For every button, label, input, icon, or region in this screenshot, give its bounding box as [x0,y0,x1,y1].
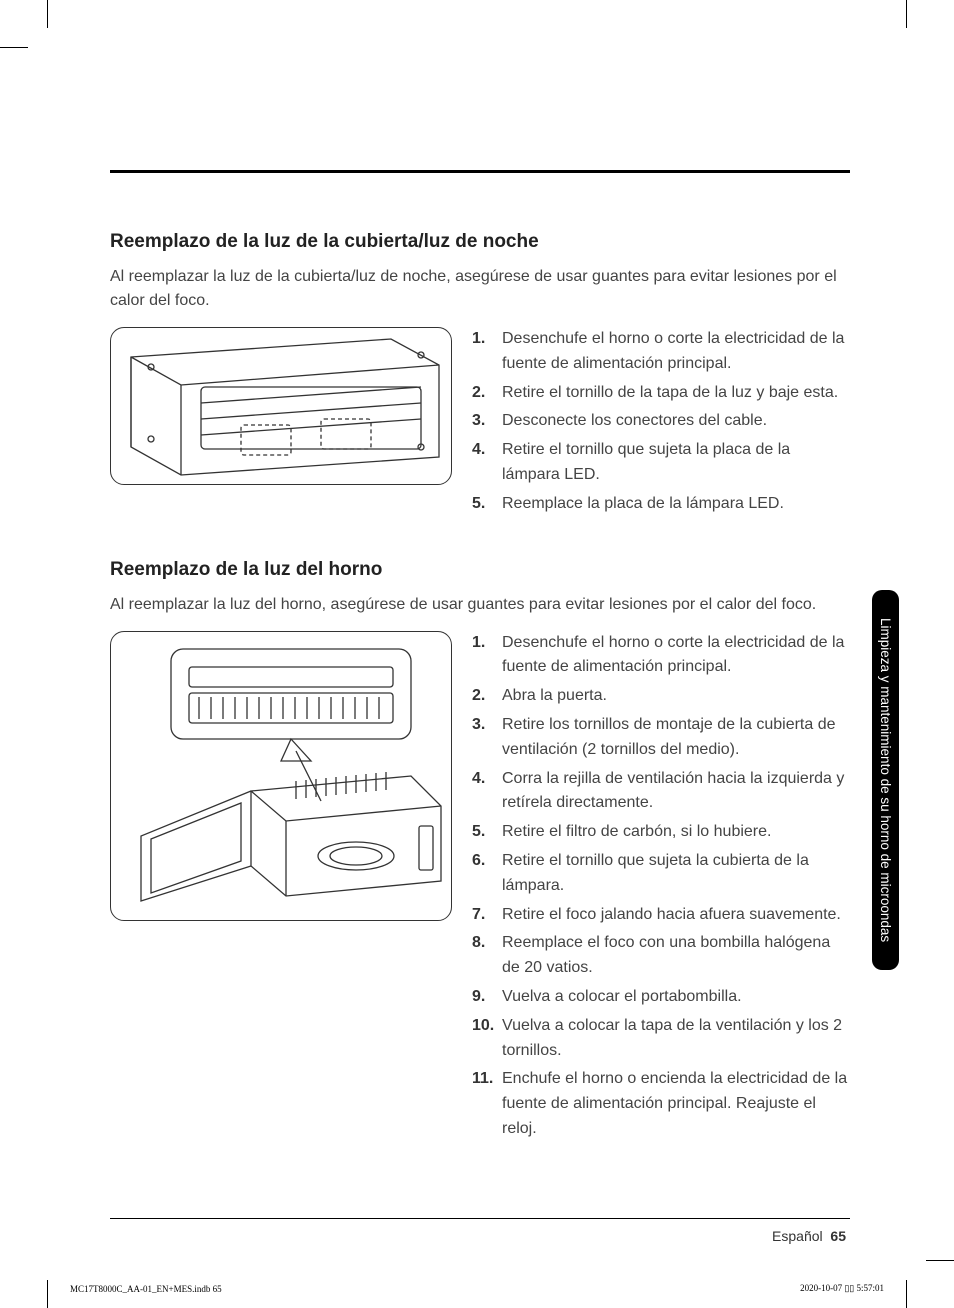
step-text: Vuelva a colocar el portabombilla. [502,985,850,1010]
step-text: Abra la puerta. [502,684,850,709]
list-item: 5.Reemplace la placa de la lámpara LED. [472,492,850,517]
list-item: 2.Retire el tornillo de la tapa de la lu… [472,381,850,406]
print-meta-right: 2020-10-07 ▯▯ 5:57:01 [800,1283,884,1294]
step-number: 1. [472,631,502,681]
step-text: Desenchufe el horno o corte la electrici… [502,631,850,681]
figure2-box [110,631,452,921]
step-text: Retire los tornillos de montaje de la cu… [502,713,850,763]
list-item: 7.Retire el foco jalando hacia afuera su… [472,903,850,928]
section1-intro: Al reemplazar la luz de la cubierta/luz … [110,265,850,313]
footer-rule [110,1218,850,1219]
list-item: 10.Vuelva a colocar la tapa de la ventil… [472,1014,850,1064]
page-content: Reemplazo de la luz de la cubierta/luz d… [110,170,850,1184]
step-number: 9. [472,985,502,1010]
top-rule [110,170,850,173]
step-number: 2. [472,684,502,709]
step-number: 3. [472,409,502,434]
section2-intro: Al reemplazar la luz del horno, asegúres… [110,593,850,617]
footer-page-number: 65 [830,1228,846,1244]
step-text: Reemplace el foco con una bombilla halóg… [502,931,850,981]
print-meta-left: MC17T8000C_AA-01_EN+MES.indb 65 [70,1284,222,1294]
step-text: Reemplace la placa de la lámpara LED. [502,492,850,517]
footer-label: Español 65 [772,1228,846,1244]
step-number: 4. [472,438,502,488]
step-text: Retire el tornillo que sujeta la cubiert… [502,849,850,899]
step-number: 5. [472,492,502,517]
section-side-tab: Limpieza y mantenimiento de su horno de … [872,590,899,970]
section1-figure [110,327,452,521]
list-item: 4.Retire el tornillo que sujeta la placa… [472,438,850,488]
step-number: 4. [472,767,502,817]
list-item: 1.Desenchufe el horno o corte la electri… [472,631,850,681]
step-text: Retire el tornillo de la tapa de la luz … [502,381,850,406]
step-number: 11. [472,1067,502,1141]
microwave-bottom-diagram-icon [111,327,451,485]
step-text: Corra la rejilla de ventilación hacia la… [502,767,850,817]
step-number: 6. [472,849,502,899]
section1-heading: Reemplazo de la luz de la cubierta/luz d… [110,231,850,253]
step-text: Desenchufe el horno o corte la electrici… [502,327,850,377]
step-number: 8. [472,931,502,981]
step-text: Vuelva a colocar la tapa de la ventilaci… [502,1014,850,1064]
list-item: 6.Retire el tornillo que sujeta la cubie… [472,849,850,899]
step-number: 3. [472,713,502,763]
step-text: Enchufe el horno o encienda la electrici… [502,1067,850,1141]
section2-steps: 1.Desenchufe el horno o corte la electri… [472,631,850,1146]
step-number: 5. [472,820,502,845]
step-text: Retire el filtro de carbón, si lo hubier… [502,820,850,845]
step-text: Retire el tornillo que sujeta la placa d… [502,438,850,488]
list-item: 2.Abra la puerta. [472,684,850,709]
list-item: 9.Vuelva a colocar el portabombilla. [472,985,850,1010]
step-number: 10. [472,1014,502,1064]
step-number: 2. [472,381,502,406]
list-item: 11.Enchufe el horno o encienda la electr… [472,1067,850,1141]
section2-body: 1.Desenchufe el horno o corte la electri… [110,631,850,1146]
list-item: 1.Desenchufe el horno o corte la electri… [472,327,850,377]
section1-steps: 1.Desenchufe el horno o corte la electri… [472,327,850,521]
section1-body: 1.Desenchufe el horno o corte la electri… [110,327,850,521]
step-number: 7. [472,903,502,928]
section2-figure [110,631,452,1146]
footer-language: Español [772,1228,823,1244]
step-text: Desconecte los conectores del cable. [502,409,850,434]
section2-heading: Reemplazo de la luz del horno [110,559,850,581]
step-number: 1. [472,327,502,377]
list-item: 8.Reemplace el foco con una bombilla hal… [472,931,850,981]
list-item: 5.Retire el filtro de carbón, si lo hubi… [472,820,850,845]
list-item: 3.Desconecte los conectores del cable. [472,409,850,434]
microwave-open-diagram-icon [111,631,451,921]
figure1-box [110,327,452,485]
list-item: 3.Retire los tornillos de montaje de la … [472,713,850,763]
list-item: 4.Corra la rejilla de ventilación hacia … [472,767,850,817]
step-text: Retire el foco jalando hacia afuera suav… [502,903,850,928]
